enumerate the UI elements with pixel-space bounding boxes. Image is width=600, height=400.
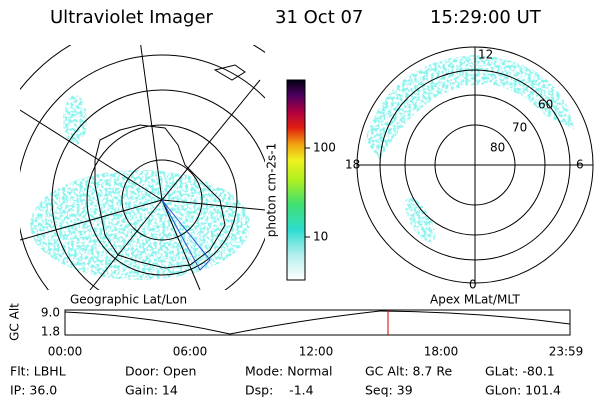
timeline-title: Apex MLat/MLT bbox=[430, 293, 520, 307]
geographic-map bbox=[20, 45, 265, 290]
status-field: Door: Open bbox=[125, 364, 196, 379]
timeline-title: Geographic Lat/Lon bbox=[70, 293, 187, 307]
x-tick-label: 00:00 bbox=[48, 345, 83, 359]
mlt-label: 18 bbox=[345, 158, 360, 172]
x-tick-label: 06:00 bbox=[173, 345, 208, 359]
footer: Flt: LBHL Door: Open Mode: Normal GC Alt: 8… bbox=[10, 364, 561, 398]
colorbar-label: photon cm-2s-1 bbox=[265, 143, 279, 238]
status-field: IP: 36.0 bbox=[10, 383, 57, 398]
timeline: Geographic Lat/Lon Apex MLat/MLT GC Alt … bbox=[8, 293, 584, 359]
status-field: Flt: LBHL bbox=[10, 364, 66, 379]
colorbar bbox=[286, 79, 306, 281]
date: 31 Oct 07 bbox=[275, 7, 363, 28]
y-tick-label: 1.8 bbox=[41, 325, 60, 339]
y-tick-label: 9.0 bbox=[41, 306, 60, 320]
x-tick-label: 23:59 bbox=[549, 345, 584, 359]
header: Ultraviolet Imager 31 Oct 07 15:29:00 UT bbox=[50, 7, 542, 28]
status-field: Seq: 39 bbox=[365, 383, 413, 398]
axis-label: GC Alt bbox=[8, 303, 22, 341]
colorbar-tick: 100 bbox=[313, 141, 336, 155]
instrument: Ultraviolet Imager bbox=[50, 7, 214, 28]
status-field: Mode: Normal bbox=[245, 364, 332, 379]
mlt-label: 12 bbox=[478, 48, 493, 62]
mlt-label: 6 bbox=[576, 158, 584, 172]
x-tick-label: 12:00 bbox=[299, 345, 334, 359]
lat-label: 80 bbox=[490, 141, 505, 155]
status-field: GLat: -80.1 bbox=[485, 364, 555, 379]
time: 15:29:00 UT bbox=[430, 7, 542, 28]
lat-label: 70 bbox=[512, 121, 527, 135]
x-tick-label: 18:00 bbox=[424, 345, 459, 359]
status-field: GLon: 101.4 bbox=[485, 383, 561, 398]
status-field: GC Alt: 8.7 Re bbox=[365, 364, 452, 379]
colorbar-tick: 10 bbox=[313, 230, 328, 244]
mlt-label: 0 bbox=[469, 278, 477, 292]
status-field: Gain: 14 bbox=[125, 383, 178, 398]
magnetic-map: 12 18 6 0 60 70 80 bbox=[345, 46, 594, 292]
lat-label: 60 bbox=[538, 98, 553, 112]
status-field: Dsp: -1.4 bbox=[245, 383, 314, 398]
